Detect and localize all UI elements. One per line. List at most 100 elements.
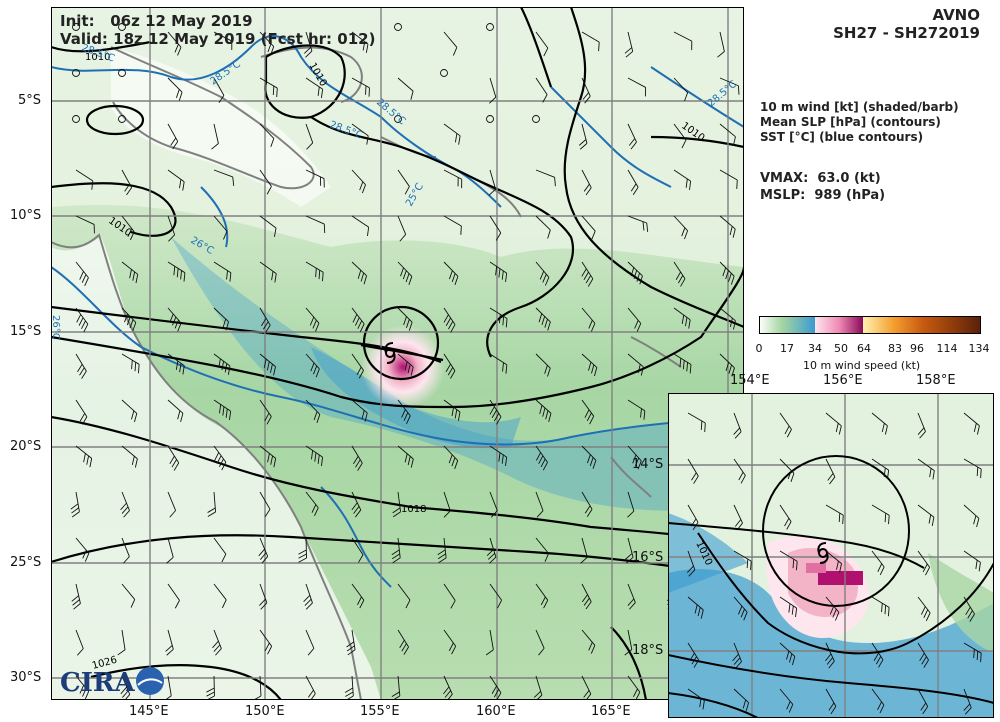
wind-barb — [687, 550, 696, 577]
wind-barb — [305, 169, 325, 188]
cira-logo: CIRA — [60, 665, 170, 698]
wind-barb — [75, 307, 89, 333]
wind-barb — [397, 215, 407, 242]
init-label: Init: — [60, 12, 95, 30]
wind-barb — [719, 123, 736, 146]
wind-barb — [259, 215, 277, 237]
calm-wind-circle — [394, 23, 402, 31]
wind-barb — [351, 583, 365, 609]
wind-barb — [213, 169, 235, 186]
wind-barb — [535, 491, 544, 518]
wind-barb — [673, 307, 691, 329]
wind-barb — [212, 629, 222, 656]
wind-barb — [581, 169, 592, 196]
wind-barb — [75, 675, 90, 700]
wind-barb — [825, 412, 842, 435]
wind-barb — [871, 412, 888, 435]
wind-barb — [673, 353, 692, 374]
wind-barb — [627, 169, 639, 195]
wind-barb — [397, 445, 414, 468]
wind-barb — [213, 537, 227, 563]
wind-barb — [485, 629, 494, 656]
wind-barb — [535, 261, 550, 286]
wind-barb — [627, 261, 643, 285]
rammb-seal-icon — [136, 667, 164, 695]
wind-barb — [719, 77, 740, 95]
wind-barb — [397, 169, 410, 195]
wind-barb — [167, 307, 182, 332]
wind-barb — [489, 215, 502, 241]
wind-barb — [351, 215, 370, 237]
inset-map: 1010 — [668, 393, 994, 718]
colorbar-tick: 50 — [834, 342, 848, 355]
wind-barb — [733, 412, 742, 439]
main-map: 1010 1010 1010 1010 1018 1026 1010 28.5°… — [51, 7, 744, 700]
calm-wind-circle — [72, 115, 80, 123]
calm-wind-circle — [440, 69, 448, 77]
calm-wind-circle — [486, 23, 494, 31]
wind-barb — [581, 491, 593, 518]
wind-barb — [489, 491, 498, 518]
lon-label: 160°E — [476, 704, 516, 719]
wind-barb — [120, 675, 131, 700]
wind-barb — [963, 458, 982, 479]
wind-barb — [871, 504, 890, 525]
wind-barb — [486, 537, 497, 564]
wind-barb — [489, 77, 497, 104]
wind-barb — [163, 675, 172, 700]
lat-label: 15°S — [10, 324, 42, 339]
init-line: Init: 06z 12 May 2019 — [60, 12, 253, 30]
wind-barb — [351, 399, 368, 422]
main-map-frame — [51, 7, 744, 700]
wind-barb — [687, 412, 706, 433]
valid-line: Valid: 18z 12 May 2019 (Fcst hr: 012) — [60, 30, 375, 48]
wind-barb — [624, 31, 634, 58]
wind-barb — [719, 307, 736, 330]
wind-barb — [673, 261, 686, 287]
wind-barb — [75, 261, 89, 286]
colorbar-tick: 134 — [968, 342, 990, 355]
wind-barb — [627, 445, 642, 470]
wind-barb — [305, 491, 319, 517]
wind-barb — [581, 353, 598, 377]
wind-barb — [732, 642, 742, 669]
storm-stats: VMAX: 63.0 (kt) MSLP: 989 (hPa) — [760, 170, 885, 204]
wind-barb — [489, 261, 508, 283]
inset-lon-label: 158°E — [916, 373, 956, 388]
wind-barb — [167, 583, 180, 609]
mslp-label: MSLP: — [760, 188, 806, 203]
wind-barb — [733, 596, 748, 621]
inset-tc-symbol-icon — [817, 542, 829, 564]
wind-barb — [963, 504, 980, 528]
calm-wind-circle — [72, 23, 80, 31]
wind-barb — [167, 215, 176, 242]
wind-blue-band — [171, 237, 744, 511]
colorbar-tick: 17 — [780, 342, 794, 355]
wind-barb — [259, 353, 276, 376]
wind-barb — [351, 77, 370, 97]
calm-wind-circle — [118, 115, 126, 123]
wind-barb — [687, 642, 700, 668]
wind-barb — [580, 537, 588, 564]
wind-barb — [213, 215, 228, 240]
legend-slp: Mean SLP [hPa] (contours) — [760, 115, 941, 129]
wind-barb — [535, 77, 548, 103]
wind-barb — [121, 445, 138, 468]
calm-wind-circle — [118, 69, 126, 77]
wind-barb — [581, 445, 597, 469]
legend-sst: SST [°C] (blue contours) — [760, 130, 924, 144]
wind-barb — [917, 688, 929, 715]
wind-barb — [397, 307, 413, 331]
australia-land — [51, 237, 381, 700]
wind-barb — [71, 583, 81, 610]
wind-barb — [75, 445, 93, 468]
wind-barb — [211, 123, 219, 150]
sst-label: 26°C — [51, 315, 61, 340]
wind-barb — [779, 550, 798, 571]
wind-barb — [121, 215, 135, 241]
wind-barb — [167, 353, 185, 375]
calm-wind-circle — [394, 115, 402, 123]
wind-barb — [779, 596, 798, 618]
wind-barb — [443, 491, 451, 518]
wind-barb — [443, 399, 461, 421]
